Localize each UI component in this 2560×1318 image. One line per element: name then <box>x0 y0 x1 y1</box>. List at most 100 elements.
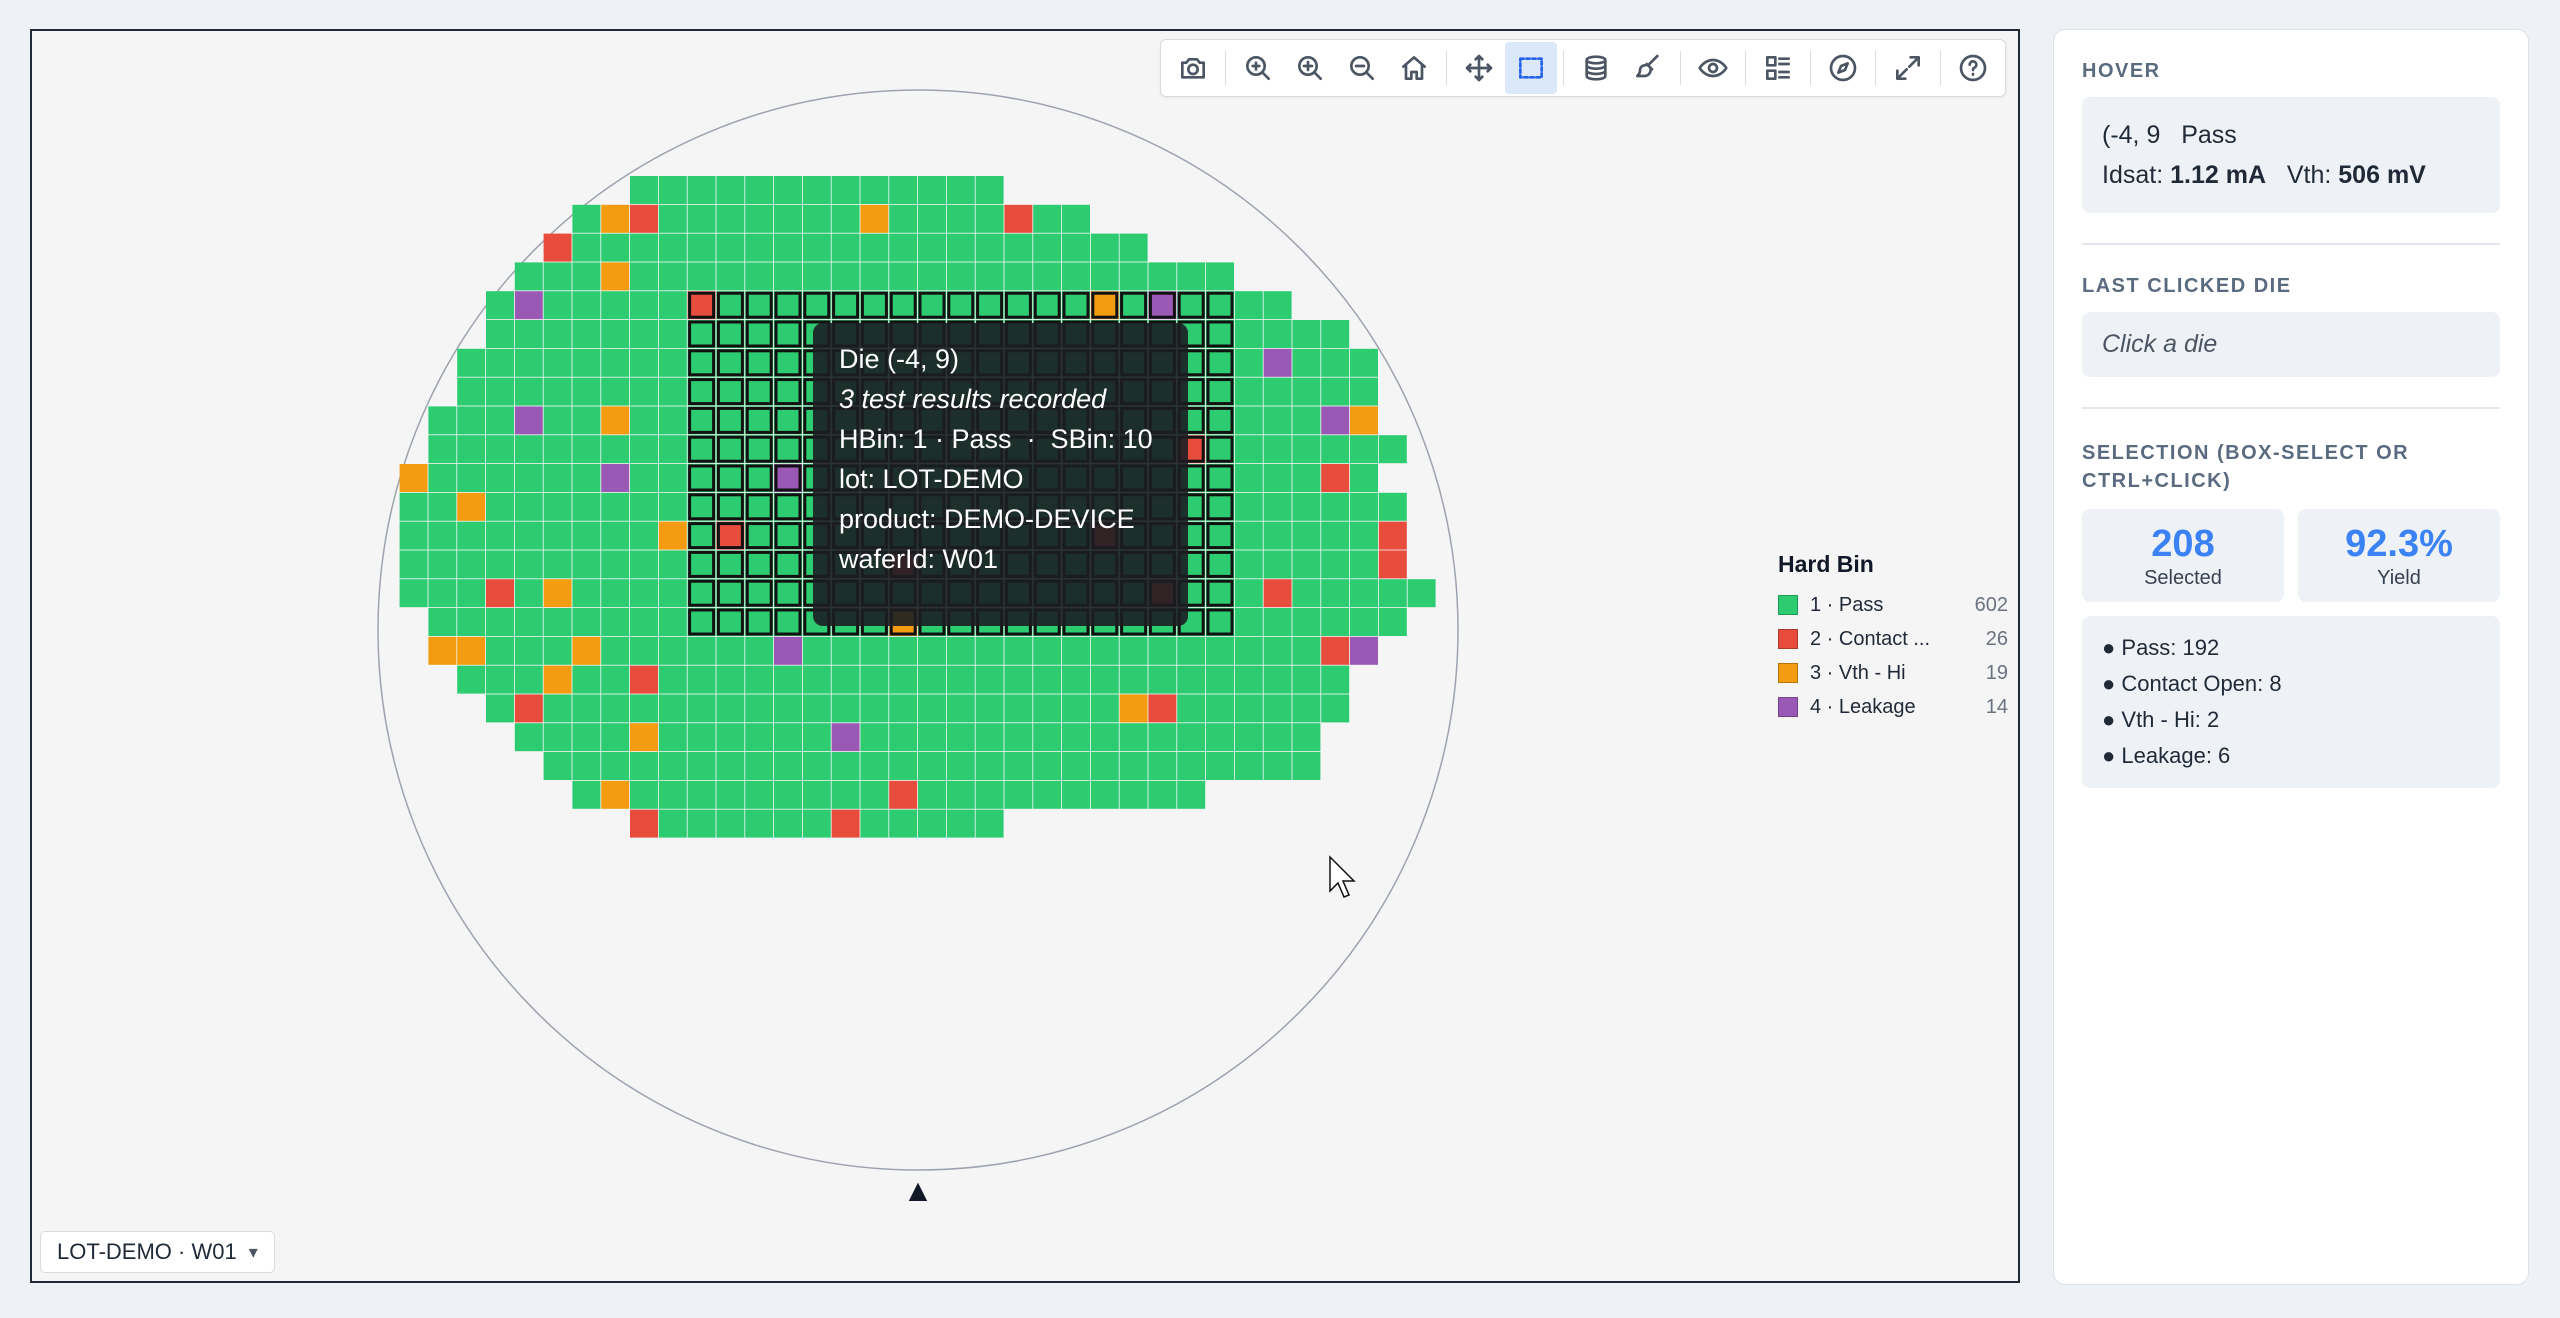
die-pass[interactable] <box>918 176 946 204</box>
die-contact-open[interactable] <box>1263 579 1292 608</box>
die-contact-open[interactable] <box>1148 694 1177 723</box>
die-pass[interactable] <box>889 694 918 723</box>
die-pass[interactable] <box>1119 723 1148 752</box>
die-pass[interactable] <box>1292 579 1321 608</box>
die-pass[interactable] <box>975 752 1004 780</box>
die-pass[interactable] <box>514 521 543 550</box>
die-pass[interactable] <box>486 636 514 665</box>
die-pass[interactable] <box>716 550 745 579</box>
die-leakage[interactable] <box>1263 348 1292 377</box>
die-leakage[interactable] <box>1321 406 1350 435</box>
die-pass[interactable] <box>1062 291 1090 320</box>
die-pass[interactable] <box>658 204 687 233</box>
die-pass[interactable] <box>802 752 831 780</box>
die-pass[interactable] <box>687 579 716 608</box>
die-pass[interactable] <box>486 550 514 579</box>
die-pass[interactable] <box>975 694 1004 723</box>
die-pass[interactable] <box>1148 262 1177 291</box>
die-vth-hi[interactable] <box>601 406 630 435</box>
die-pass[interactable] <box>601 291 630 320</box>
die-pass[interactable] <box>1292 694 1321 723</box>
die-pass[interactable] <box>658 320 687 348</box>
die-contact-open[interactable] <box>1004 204 1033 233</box>
die-pass[interactable] <box>428 435 457 464</box>
die-pass[interactable] <box>975 262 1004 291</box>
die-pass[interactable] <box>1263 406 1292 435</box>
die-pass[interactable] <box>774 233 802 262</box>
die-pass[interactable] <box>1177 752 1206 780</box>
die-pass[interactable] <box>658 233 687 262</box>
die-pass[interactable] <box>572 233 601 262</box>
die-pass[interactable] <box>514 348 543 377</box>
die-pass[interactable] <box>745 176 774 204</box>
die-pass[interactable] <box>1321 608 1350 636</box>
die-pass[interactable] <box>1350 464 1378 492</box>
fullscreen-icon[interactable] <box>1882 42 1934 94</box>
die-pass[interactable] <box>946 723 975 752</box>
die-pass[interactable] <box>860 780 889 809</box>
die-pass[interactable] <box>630 521 658 550</box>
die-pass[interactable] <box>658 464 687 492</box>
die-pass[interactable] <box>572 550 601 579</box>
die-pass[interactable] <box>630 406 658 435</box>
die-pass[interactable] <box>716 636 745 665</box>
die-pass[interactable] <box>1321 348 1350 377</box>
die-pass[interactable] <box>1292 636 1321 665</box>
die-pass[interactable] <box>514 464 543 492</box>
die-pass[interactable] <box>687 608 716 636</box>
die-pass[interactable] <box>514 550 543 579</box>
die-pass[interactable] <box>687 492 716 521</box>
die-pass[interactable] <box>1004 694 1033 723</box>
die-contact-open[interactable] <box>1321 464 1350 492</box>
die-pass[interactable] <box>1033 233 1062 262</box>
die-pass[interactable] <box>946 291 975 320</box>
die-pass[interactable] <box>716 291 745 320</box>
die-pass[interactable] <box>1234 723 1263 752</box>
die-pass[interactable] <box>1263 550 1292 579</box>
die-pass[interactable] <box>1292 723 1321 752</box>
die-pass[interactable] <box>486 348 514 377</box>
die-pass[interactable] <box>1033 752 1062 780</box>
die-pass[interactable] <box>831 636 860 665</box>
die-pass[interactable] <box>1206 752 1234 780</box>
die-pass[interactable] <box>630 550 658 579</box>
die-pass[interactable] <box>658 608 687 636</box>
die-pass[interactable] <box>486 377 514 406</box>
die-pass[interactable] <box>745 435 774 464</box>
die-pass[interactable] <box>543 752 572 780</box>
die-pass[interactable] <box>572 262 601 291</box>
die-pass[interactable] <box>630 579 658 608</box>
die-pass[interactable] <box>1090 636 1119 665</box>
die-pass[interactable] <box>457 406 486 435</box>
die-pass[interactable] <box>601 521 630 550</box>
die-pass[interactable] <box>687 406 716 435</box>
die-pass[interactable] <box>658 262 687 291</box>
die-pass[interactable] <box>687 780 716 809</box>
die-pass[interactable] <box>428 406 457 435</box>
die-pass[interactable] <box>1206 521 1234 550</box>
die-pass[interactable] <box>1234 694 1263 723</box>
die-pass[interactable] <box>774 262 802 291</box>
die-pass[interactable] <box>1234 608 1263 636</box>
die-pass[interactable] <box>658 809 687 838</box>
die-pass[interactable] <box>543 723 572 752</box>
die-pass[interactable] <box>1321 665 1350 694</box>
zoom-out-icon[interactable] <box>1336 42 1388 94</box>
die-pass[interactable] <box>860 694 889 723</box>
die-pass[interactable] <box>630 435 658 464</box>
die-pass[interactable] <box>745 809 774 838</box>
die-pass[interactable] <box>543 608 572 636</box>
die-contact-open[interactable] <box>514 694 543 723</box>
die-pass[interactable] <box>687 665 716 694</box>
die-pass[interactable] <box>1033 694 1062 723</box>
die-pass[interactable] <box>687 320 716 348</box>
die-pass[interactable] <box>889 752 918 780</box>
die-contact-open[interactable] <box>716 521 745 550</box>
die-leakage[interactable] <box>774 636 802 665</box>
die-pass[interactable] <box>658 176 687 204</box>
die-pass[interactable] <box>1263 377 1292 406</box>
die-pass[interactable] <box>1234 636 1263 665</box>
die-pass[interactable] <box>457 348 486 377</box>
layers-icon[interactable] <box>1570 42 1622 94</box>
legend-item-vth[interactable]: 3 · Vth - Hi 19 <box>1778 656 2008 690</box>
